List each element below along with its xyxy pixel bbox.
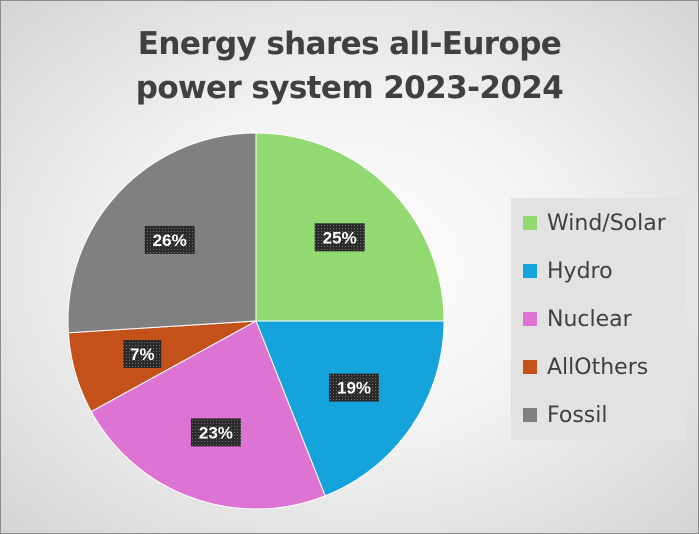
data-label-allothers: 7% xyxy=(123,340,162,368)
legend-item-allothers: AllOthers xyxy=(523,352,648,382)
legend-item-fossil: Fossil xyxy=(523,400,607,430)
legend-label: Hydro xyxy=(547,258,613,284)
chart-title-line-2: power system 2023-2024 xyxy=(135,70,564,106)
data-label-box xyxy=(190,418,241,447)
legend-item-nuclear: Nuclear xyxy=(523,304,632,334)
legend-item-hydro: Hydro xyxy=(523,256,613,286)
data-label-box xyxy=(144,225,195,254)
data-label-box xyxy=(329,373,379,402)
legend-label: Wind/Solar xyxy=(547,210,666,236)
data-label-nuclear: 23% xyxy=(190,418,241,447)
legend-swatch xyxy=(523,216,537,230)
legend-swatch xyxy=(523,408,537,422)
legend-item-wind-solar: Wind/Solar xyxy=(523,208,666,238)
legend-swatch xyxy=(523,312,537,326)
chart-title: Energy shares all-Europe power system 20… xyxy=(0,22,699,110)
legend-label: AllOthers xyxy=(547,354,649,380)
pie-slice-nuclear xyxy=(90,320,326,510)
data-label-wind-solar: 25% xyxy=(314,223,365,252)
data-label-fossil: 26% xyxy=(144,225,195,254)
data-label-text: 19% xyxy=(337,379,371,398)
legend-swatch xyxy=(523,360,537,374)
pie-slice-hydro xyxy=(255,320,445,497)
legend: Wind/Solar Hydro Nuclear AllOthers Fossil xyxy=(511,198,686,440)
data-label-text: 23% xyxy=(199,423,233,442)
data-label-text: 7% xyxy=(130,345,155,364)
data-label-box xyxy=(123,340,162,368)
legend-label: Fossil xyxy=(547,402,608,428)
legend-label: Nuclear xyxy=(547,306,632,332)
data-label-box xyxy=(314,223,365,252)
data-label-text: 25% xyxy=(323,228,357,247)
legend-swatch xyxy=(523,264,537,278)
data-label-text: 26% xyxy=(153,231,187,250)
data-label-hydro: 19% xyxy=(329,373,379,402)
chart-title-line-1: Energy shares all-Europe xyxy=(137,26,562,62)
